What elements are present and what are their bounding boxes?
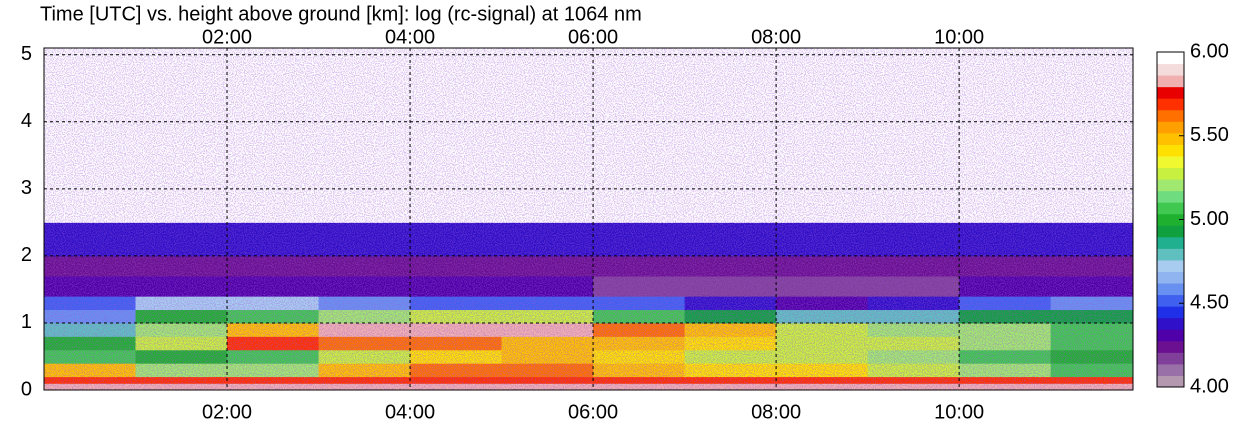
colorbar-tick-label: 5.00 [1190, 208, 1229, 230]
colorbar-swatch [1157, 52, 1184, 65]
colorbar-tick-label: 5.50 [1190, 124, 1229, 146]
y-tick-label: 3 [21, 177, 32, 199]
colorbar-swatch [1157, 340, 1184, 353]
axes: 02:00 02:00 04:00 04:00 06:00 06:00 08:00 08:00… [21, 26, 1133, 423]
colorbar-swatch [1157, 294, 1184, 307]
colorbar-swatch [1157, 167, 1184, 180]
y-tick-label: 0 [21, 378, 32, 400]
x-tick-label-top: 04:00 [385, 26, 435, 48]
plot-frame [43, 47, 1134, 391]
y-tick-label: 5 [21, 43, 32, 65]
x-tick-label-top: 06:00 [568, 26, 618, 48]
x-tick-label: 10:00 [934, 401, 984, 423]
colorbar-swatch [1157, 306, 1184, 319]
colorbar-swatch [1157, 155, 1184, 169]
colorbar-swatch [1157, 121, 1184, 134]
chart-title: Time [UTC] vs. height above ground [km]:… [40, 3, 642, 25]
colorbar-tick-label: 4.50 [1190, 292, 1229, 314]
x-tick-label-top: 08:00 [751, 26, 801, 48]
colorbar: 4.00 4.50 5.00 5.50 6.00 [1156, 40, 1229, 397]
colorbar-swatch [1157, 179, 1184, 192]
colorbar-tick-label: 6.00 [1190, 40, 1229, 62]
x-tick-label-top: 10:00 [934, 26, 984, 48]
colorbar-swatch [1157, 213, 1184, 226]
x-tick-label: 06:00 [568, 401, 618, 423]
y-tick-label: 2 [21, 244, 32, 266]
y-tick-label: 1 [21, 311, 32, 333]
colorbar-swatch [1157, 202, 1184, 215]
noise-texture [44, 48, 1133, 390]
x-tick-label: 04:00 [385, 401, 435, 423]
colorbar-swatch [1157, 132, 1184, 145]
colorbar-swatch [1157, 86, 1184, 99]
colorbar-swatch [1157, 363, 1184, 376]
x-tick-label: 08:00 [751, 401, 801, 423]
colorbar-swatch [1157, 75, 1184, 88]
x-tick-label: 02:00 [202, 401, 252, 423]
colorbar-swatch [1157, 98, 1184, 111]
colorbar-swatch [1157, 271, 1184, 284]
colorbar-swatch [1157, 109, 1184, 122]
colorbar-swatch [1157, 317, 1184, 330]
colorbar-swatch [1157, 144, 1184, 157]
colorbar-swatch [1157, 352, 1184, 365]
colorbar-swatch [1157, 190, 1184, 203]
colorbar-swatch [1157, 63, 1184, 76]
colorbar-swatch [1157, 225, 1184, 238]
colorbar-swatch [1157, 236, 1184, 249]
colorbar-tick-label: 4.00 [1190, 375, 1229, 397]
y-tick-label: 4 [21, 110, 32, 132]
colorbar-swatch [1157, 248, 1184, 261]
x-tick-label-top: 02:00 [202, 26, 252, 48]
colorbar-swatch [1157, 283, 1184, 296]
colorbar-swatch [1157, 329, 1184, 342]
colorbar-swatch [1157, 375, 1184, 388]
colorbar-swatch [1157, 259, 1184, 272]
